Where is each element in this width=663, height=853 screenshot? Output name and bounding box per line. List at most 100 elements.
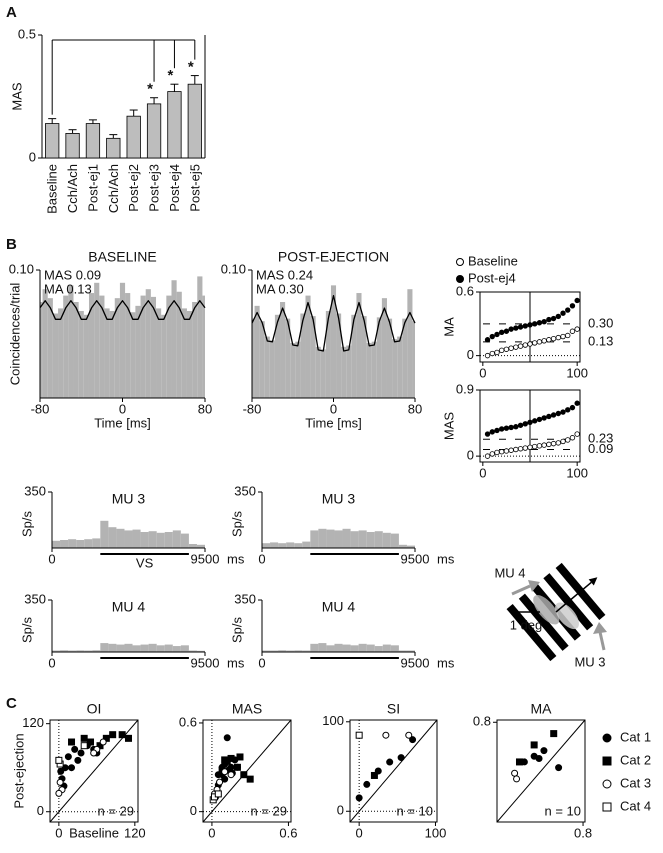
point — [569, 404, 576, 411]
point — [536, 320, 543, 326]
point — [489, 350, 495, 357]
panel-label: A — [6, 4, 17, 21]
histogram-bar — [52, 540, 61, 548]
y-tick-label: 350 — [24, 483, 46, 498]
y-axis-label: Post-ejection — [11, 733, 26, 808]
point — [560, 409, 566, 415]
point — [532, 340, 538, 346]
histogram-bar — [124, 530, 133, 548]
point — [56, 778, 64, 786]
point — [498, 329, 505, 336]
annotation: MAS 0.09 — [44, 267, 101, 282]
legend-marker — [602, 802, 612, 812]
histogram-bar — [99, 295, 105, 398]
point — [550, 315, 557, 322]
histogram-bar — [180, 533, 189, 548]
histogram-bar — [286, 542, 295, 548]
x-axis-label: ms — [227, 551, 245, 566]
histogram-bar — [60, 540, 69, 548]
histogram-bar — [300, 313, 306, 398]
mean-label: 0.30 — [588, 315, 613, 330]
histogram-bar — [68, 539, 77, 548]
histogram-bar — [412, 321, 415, 398]
point — [532, 321, 538, 327]
chart-title: MU 4 — [322, 599, 356, 615]
point — [484, 337, 491, 343]
y-tick-label: 350 — [24, 591, 46, 606]
histogram-bar — [318, 643, 327, 652]
point — [370, 771, 378, 779]
histogram-bar — [351, 314, 357, 398]
x-tick-label: 0 — [330, 401, 337, 416]
point — [517, 422, 524, 428]
chart-title: MU 3 — [112, 491, 146, 507]
point — [77, 749, 85, 757]
histogram-bar — [315, 346, 321, 398]
point — [513, 446, 519, 453]
histogram-bar — [92, 538, 101, 548]
point — [503, 328, 510, 334]
histogram-bar — [100, 643, 109, 652]
histogram-bar — [374, 531, 383, 548]
point — [74, 756, 82, 764]
point — [109, 731, 117, 739]
histogram-bar — [68, 285, 74, 398]
x-tick-label: Post-ej1 — [85, 164, 100, 212]
point — [550, 440, 557, 447]
point — [409, 736, 417, 744]
histogram-bar — [397, 336, 403, 398]
histogram-bar — [302, 541, 311, 548]
point — [57, 767, 65, 775]
histogram-bar — [310, 643, 319, 652]
point — [236, 753, 244, 761]
histogram-bar — [350, 645, 359, 652]
point — [223, 734, 231, 742]
legend-label: Post-ej4 — [468, 270, 516, 285]
x-axis-label: Time [ms] — [94, 415, 151, 430]
histogram-bar — [278, 650, 287, 652]
y-tick-label: 0.6 — [179, 714, 197, 729]
annotation: MA 0.13 — [44, 281, 92, 296]
histogram-bar — [334, 530, 343, 548]
histogram-bar — [326, 645, 335, 652]
x-tick-label: 9500 — [401, 655, 430, 670]
point — [550, 730, 558, 738]
y-tick-label: 0.5 — [18, 26, 36, 41]
histogram-bar — [148, 531, 157, 548]
histogram-bar — [290, 342, 296, 398]
point — [555, 440, 562, 446]
x-axis-label: ms — [437, 655, 455, 670]
point — [87, 738, 95, 746]
bar — [85, 123, 101, 159]
point — [565, 307, 571, 313]
point — [541, 338, 547, 344]
histogram-bar — [119, 282, 126, 398]
y-tick-label: 100 — [322, 713, 344, 728]
point — [517, 343, 524, 349]
y-axis-label: Sp/s — [19, 510, 34, 537]
significance-star: * — [188, 59, 194, 76]
histogram-bar — [264, 336, 270, 398]
point — [484, 352, 491, 359]
bar — [167, 91, 182, 159]
identity-line — [202, 719, 292, 823]
chart-title: MAS — [232, 701, 262, 717]
bar — [126, 115, 141, 159]
histogram-bar — [171, 280, 177, 398]
histogram-bar — [42, 289, 48, 398]
bar — [187, 83, 202, 159]
x-tick-label: Cch/Ach — [65, 164, 80, 213]
point — [546, 413, 552, 420]
histogram-bar — [366, 342, 372, 398]
histogram-bar — [188, 544, 197, 548]
histogram-bar — [68, 650, 77, 652]
panel-label: C — [6, 695, 17, 712]
y-tick-label: 0.10 — [9, 261, 34, 276]
histogram-bar — [188, 650, 197, 652]
y-tick-label: 0 — [467, 448, 474, 463]
histogram-bar — [130, 312, 136, 398]
stimulus-diagram — [506, 562, 607, 662]
point — [55, 756, 63, 764]
histogram-bar — [280, 302, 286, 398]
chart-title: SI — [387, 701, 400, 717]
